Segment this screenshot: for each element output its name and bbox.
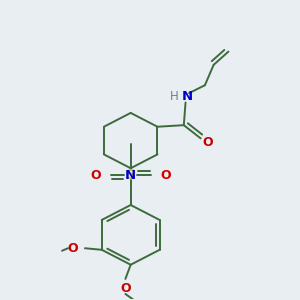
Text: O: O [67, 242, 78, 255]
Text: O: O [120, 282, 131, 295]
Text: H: H [170, 90, 179, 104]
Text: O: O [90, 169, 101, 182]
Text: N: N [182, 90, 193, 104]
Text: O: O [202, 136, 213, 148]
Text: S: S [126, 168, 136, 182]
Text: O: O [160, 169, 171, 182]
Text: N: N [125, 169, 136, 182]
